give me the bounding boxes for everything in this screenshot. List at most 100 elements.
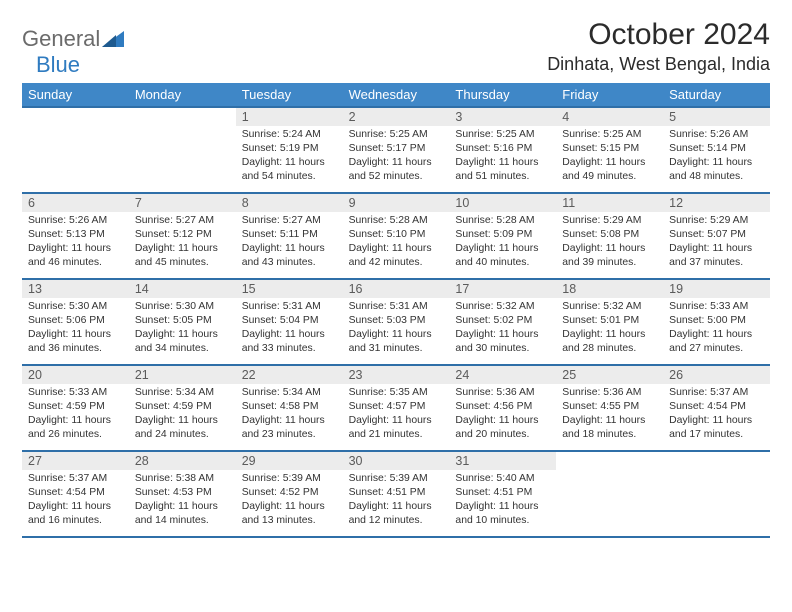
- day-cell: 17Sunrise: 5:32 AMSunset: 5:02 PMDayligh…: [449, 280, 556, 364]
- day-details: Sunrise: 5:39 AMSunset: 4:51 PMDaylight:…: [343, 470, 450, 532]
- day-number: 14: [129, 280, 236, 298]
- day-number: 17: [449, 280, 556, 298]
- day-details: Sunrise: 5:36 AMSunset: 4:56 PMDaylight:…: [449, 384, 556, 446]
- header: General October 2024 Dinhata, West Benga…: [22, 18, 770, 75]
- day-cell-empty: ..: [22, 108, 129, 192]
- day-cell: 27Sunrise: 5:37 AMSunset: 4:54 PMDayligh…: [22, 452, 129, 536]
- day-cell: 16Sunrise: 5:31 AMSunset: 5:03 PMDayligh…: [343, 280, 450, 364]
- day-cell: 7Sunrise: 5:27 AMSunset: 5:12 PMDaylight…: [129, 194, 236, 278]
- location: Dinhata, West Bengal, India: [547, 54, 770, 75]
- day-cell: 23Sunrise: 5:35 AMSunset: 4:57 PMDayligh…: [343, 366, 450, 450]
- day-cell: 8Sunrise: 5:27 AMSunset: 5:11 PMDaylight…: [236, 194, 343, 278]
- calendar-page: General October 2024 Dinhata, West Benga…: [0, 0, 792, 556]
- week-row: 6Sunrise: 5:26 AMSunset: 5:13 PMDaylight…: [22, 194, 770, 280]
- day-details: Sunrise: 5:34 AMSunset: 4:58 PMDaylight:…: [236, 384, 343, 446]
- weekday-header: Thursday: [449, 83, 556, 106]
- day-number: 1: [236, 108, 343, 126]
- day-details: Sunrise: 5:25 AMSunset: 5:17 PMDaylight:…: [343, 126, 450, 188]
- day-cell: 29Sunrise: 5:39 AMSunset: 4:52 PMDayligh…: [236, 452, 343, 536]
- weekday-header: Monday: [129, 83, 236, 106]
- day-cell: 31Sunrise: 5:40 AMSunset: 4:51 PMDayligh…: [449, 452, 556, 536]
- day-number: 12: [663, 194, 770, 212]
- day-cell-empty: ..: [556, 452, 663, 536]
- day-cell: 24Sunrise: 5:36 AMSunset: 4:56 PMDayligh…: [449, 366, 556, 450]
- weekday-header: Wednesday: [343, 83, 450, 106]
- week-row: 20Sunrise: 5:33 AMSunset: 4:59 PMDayligh…: [22, 366, 770, 452]
- day-cell: 10Sunrise: 5:28 AMSunset: 5:09 PMDayligh…: [449, 194, 556, 278]
- day-cell: 2Sunrise: 5:25 AMSunset: 5:17 PMDaylight…: [343, 108, 450, 192]
- day-number: 22: [236, 366, 343, 384]
- day-details: Sunrise: 5:31 AMSunset: 5:04 PMDaylight:…: [236, 298, 343, 360]
- day-cell: 14Sunrise: 5:30 AMSunset: 5:05 PMDayligh…: [129, 280, 236, 364]
- day-details: Sunrise: 5:38 AMSunset: 4:53 PMDaylight:…: [129, 470, 236, 532]
- weekday-header: Friday: [556, 83, 663, 106]
- week-row: ....1Sunrise: 5:24 AMSunset: 5:19 PMDayl…: [22, 108, 770, 194]
- day-details: Sunrise: 5:32 AMSunset: 5:02 PMDaylight:…: [449, 298, 556, 360]
- day-details: Sunrise: 5:28 AMSunset: 5:10 PMDaylight:…: [343, 212, 450, 274]
- day-cell: 30Sunrise: 5:39 AMSunset: 4:51 PMDayligh…: [343, 452, 450, 536]
- day-details: Sunrise: 5:39 AMSunset: 4:52 PMDaylight:…: [236, 470, 343, 532]
- day-details: Sunrise: 5:36 AMSunset: 4:55 PMDaylight:…: [556, 384, 663, 446]
- day-cell: 11Sunrise: 5:29 AMSunset: 5:08 PMDayligh…: [556, 194, 663, 278]
- day-cell: 9Sunrise: 5:28 AMSunset: 5:10 PMDaylight…: [343, 194, 450, 278]
- day-number: 30: [343, 452, 450, 470]
- day-number: 29: [236, 452, 343, 470]
- day-details: Sunrise: 5:30 AMSunset: 5:05 PMDaylight:…: [129, 298, 236, 360]
- day-number: 27: [22, 452, 129, 470]
- day-number: 18: [556, 280, 663, 298]
- day-details: Sunrise: 5:27 AMSunset: 5:11 PMDaylight:…: [236, 212, 343, 274]
- day-number: 6: [22, 194, 129, 212]
- day-cell: 20Sunrise: 5:33 AMSunset: 4:59 PMDayligh…: [22, 366, 129, 450]
- day-cell: 15Sunrise: 5:31 AMSunset: 5:04 PMDayligh…: [236, 280, 343, 364]
- day-number: 16: [343, 280, 450, 298]
- day-cell: 28Sunrise: 5:38 AMSunset: 4:53 PMDayligh…: [129, 452, 236, 536]
- day-cell-empty: ..: [129, 108, 236, 192]
- day-number: 24: [449, 366, 556, 384]
- day-details: Sunrise: 5:33 AMSunset: 5:00 PMDaylight:…: [663, 298, 770, 360]
- day-details: Sunrise: 5:25 AMSunset: 5:15 PMDaylight:…: [556, 126, 663, 188]
- day-details: Sunrise: 5:34 AMSunset: 4:59 PMDaylight:…: [129, 384, 236, 446]
- day-number: 11: [556, 194, 663, 212]
- day-cell: 12Sunrise: 5:29 AMSunset: 5:07 PMDayligh…: [663, 194, 770, 278]
- day-details: Sunrise: 5:29 AMSunset: 5:08 PMDaylight:…: [556, 212, 663, 274]
- day-number: 15: [236, 280, 343, 298]
- day-cell: 25Sunrise: 5:36 AMSunset: 4:55 PMDayligh…: [556, 366, 663, 450]
- day-cell: 1Sunrise: 5:24 AMSunset: 5:19 PMDaylight…: [236, 108, 343, 192]
- day-number: 26: [663, 366, 770, 384]
- day-details: Sunrise: 5:31 AMSunset: 5:03 PMDaylight:…: [343, 298, 450, 360]
- day-details: Sunrise: 5:27 AMSunset: 5:12 PMDaylight:…: [129, 212, 236, 274]
- logo-word2-wrap: Blue: [36, 44, 80, 78]
- day-details: Sunrise: 5:25 AMSunset: 5:16 PMDaylight:…: [449, 126, 556, 188]
- day-number: 31: [449, 452, 556, 470]
- day-number: 9: [343, 194, 450, 212]
- day-cell: 3Sunrise: 5:25 AMSunset: 5:16 PMDaylight…: [449, 108, 556, 192]
- month-title: October 2024: [547, 18, 770, 52]
- day-number: 28: [129, 452, 236, 470]
- day-number: 2: [343, 108, 450, 126]
- weekday-header: Tuesday: [236, 83, 343, 106]
- day-details: Sunrise: 5:40 AMSunset: 4:51 PMDaylight:…: [449, 470, 556, 532]
- day-cell: 13Sunrise: 5:30 AMSunset: 5:06 PMDayligh…: [22, 280, 129, 364]
- day-number: 19: [663, 280, 770, 298]
- day-number: 8: [236, 194, 343, 212]
- day-cell-empty: ..: [663, 452, 770, 536]
- logo-word2: Blue: [36, 52, 80, 78]
- day-number: 7: [129, 194, 236, 212]
- day-number: 10: [449, 194, 556, 212]
- weekday-header-row: SundayMondayTuesdayWednesdayThursdayFrid…: [22, 83, 770, 106]
- day-cell: 18Sunrise: 5:32 AMSunset: 5:01 PMDayligh…: [556, 280, 663, 364]
- day-number: 13: [22, 280, 129, 298]
- day-details: Sunrise: 5:26 AMSunset: 5:13 PMDaylight:…: [22, 212, 129, 274]
- day-cell: 6Sunrise: 5:26 AMSunset: 5:13 PMDaylight…: [22, 194, 129, 278]
- day-number: 21: [129, 366, 236, 384]
- day-details: Sunrise: 5:26 AMSunset: 5:14 PMDaylight:…: [663, 126, 770, 188]
- day-cell: 22Sunrise: 5:34 AMSunset: 4:58 PMDayligh…: [236, 366, 343, 450]
- logo-triangle-icon: [102, 29, 124, 52]
- day-cell: 4Sunrise: 5:25 AMSunset: 5:15 PMDaylight…: [556, 108, 663, 192]
- day-details: Sunrise: 5:24 AMSunset: 5:19 PMDaylight:…: [236, 126, 343, 188]
- day-cell: 21Sunrise: 5:34 AMSunset: 4:59 PMDayligh…: [129, 366, 236, 450]
- day-details: Sunrise: 5:37 AMSunset: 4:54 PMDaylight:…: [22, 470, 129, 532]
- weekday-header: Sunday: [22, 83, 129, 106]
- day-cell: 19Sunrise: 5:33 AMSunset: 5:00 PMDayligh…: [663, 280, 770, 364]
- title-block: October 2024 Dinhata, West Bengal, India: [547, 18, 770, 75]
